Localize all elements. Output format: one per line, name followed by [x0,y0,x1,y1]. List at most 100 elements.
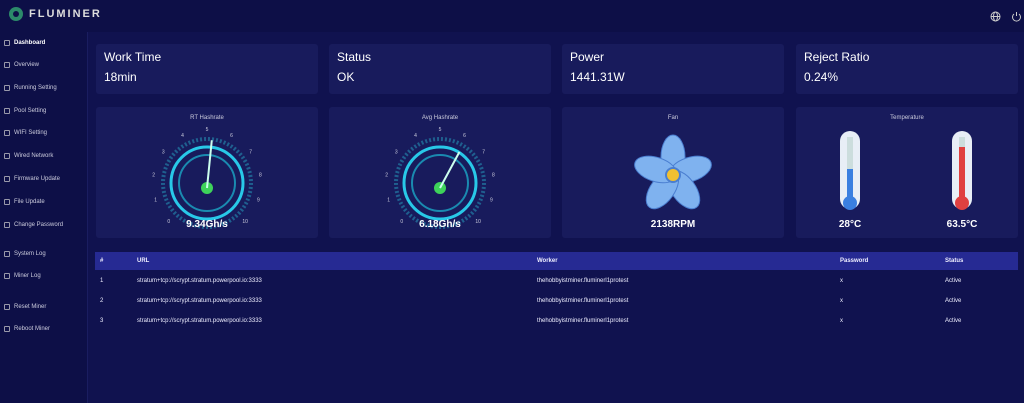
gauge-graphic [634,134,712,210]
language-button[interactable] [990,11,1001,22]
thermometer-tube [847,137,853,197]
nav-icon [4,40,10,46]
fan-hub [665,167,681,183]
table-cell: stratum+tcp://scrypt.stratum.powerpool.i… [137,298,262,304]
nav-item[interactable]: Reboot Miner [4,326,50,332]
dial-scale-label: 7 [249,149,252,155]
power-button[interactable] [1011,11,1022,22]
nav-item[interactable]: Pool Setting [4,108,46,114]
nav-icon [4,85,10,91]
table-cell: 1 [100,278,104,284]
table-cell: thehobbyistminer.fluminerl1protest [537,298,629,304]
nav-item[interactable]: Dashboard [4,40,45,46]
nav-icon [4,222,10,228]
dial-needle [206,140,213,189]
dial-scale-label: 1 [387,198,390,204]
dial-scale-label: 7 [482,149,485,155]
table-header-cell: # [100,258,104,264]
table-header-cell: Worker [537,258,558,264]
dial-scale-label: 2 [152,173,155,179]
nav-item[interactable]: Miner Log [4,273,41,279]
nav-item[interactable]: WIFI Setting [4,130,47,136]
nav-item[interactable]: Running Setting [4,85,57,91]
nav-label: System Log [14,251,46,257]
dial-scale-label: 0 [400,219,403,225]
table-cell: thehobbyistminer.fluminerl1protest [537,318,629,324]
nav-item[interactable]: Change Password [4,222,63,228]
gauge-card: Avg Hashrate 0 1 2 3 4 5 6 7 8 9 10 6.18Gh/s [329,107,551,238]
table-header [95,252,1018,270]
nav-label: Miner Log [14,273,41,279]
logo: FLUMINER [8,6,102,22]
nav-item[interactable]: System Log [4,251,46,257]
stat-value: OK [337,70,355,84]
nav-item[interactable]: Overview [4,62,39,68]
nav-label: Wired Network [14,153,54,159]
nav-item[interactable]: Firmware Update [4,176,60,182]
dial-scale-label: 5 [206,127,209,133]
dial-ring [161,137,253,229]
nav-label: Change Password [14,222,64,228]
nav-item[interactable]: Reset Miner [4,304,46,310]
logo-icon [9,7,23,21]
table-cell: stratum+tcp://scrypt.stratum.powerpool.i… [137,318,262,324]
stat-value: 18min [104,70,137,84]
nav-icon [4,153,10,159]
dial-scale-label: 3 [162,149,165,155]
dial-scale-label: 3 [395,149,398,155]
dial-scale-label: 4 [181,133,184,139]
gauge-title: RT Hashrate [190,115,224,121]
gauge-title: Avg Hashrate [421,115,459,121]
gauge-title: Fan [667,115,679,121]
nav-label: Reset Miner [14,304,47,310]
gauge-graphic [840,131,972,210]
dial-scale-label: 10 [242,219,248,225]
nav-icon [4,273,10,279]
dial-scale-label: 1 [154,198,157,204]
nav-label: Firmware Update [14,176,61,182]
table-header-cell: Status [945,258,964,264]
nav-icon [4,108,10,114]
dial-scale-label: 9 [490,198,493,204]
dial-ring [411,154,469,212]
gauge-card: RT Hashrate 0 1 2 3 4 5 6 7 8 9 10 9.34Gh/s [96,107,318,238]
nav-label: Dashboard [14,40,46,46]
gauge-value: 6.18Gh/s [419,219,461,230]
gauge-graphic: 0 1 2 3 4 5 6 7 8 9 10 [385,127,495,229]
stat-card: Power 1441.31W [562,44,784,94]
table-header-cell: URL [137,258,150,264]
thermometer-bulb [955,196,969,210]
nav-icon [4,199,10,205]
thermometer-level [959,147,965,202]
dial-scale-label: 9 [257,198,260,204]
dial-scale-label: 10 [475,219,481,225]
table-header-cell: Password [840,258,869,264]
dial-scale-label: 5 [439,127,442,133]
dial-needle [439,151,461,189]
stat-card: Work Time 18min [96,44,318,94]
dial-scale-label: 6 [463,133,466,139]
nav-label: Reboot Miner [14,326,51,332]
nav-icon [4,304,10,310]
table-cell: thehobbyistminer.fluminerl1protest [537,278,629,284]
thermometer-bulb [843,196,857,210]
stat-value: 1441.31W [570,70,625,84]
nav-label: Running Setting [14,85,57,91]
dial-ring [169,145,245,221]
nav-icon [4,251,10,257]
nav-item[interactable]: Wired Network [4,153,53,159]
dial-scale-label: 2 [385,173,388,179]
dial-ring [178,154,236,212]
nav-item[interactable]: File Update [4,199,45,205]
stat-label: Work Time [104,50,162,64]
table-cell: 3 [100,318,104,324]
gauge-value: 2138RPM [650,219,696,230]
table-cell: x [840,318,843,324]
nav-icon [4,130,10,136]
sidebar: Dashboard Overview Running Setting Pool Set… [0,32,88,403]
stat-label: Power [570,50,605,64]
table-cell: x [840,278,843,284]
stat-value: 0.24% [804,70,839,84]
nav-icon [4,326,10,332]
temperature-value: 63.5°C [946,219,978,230]
